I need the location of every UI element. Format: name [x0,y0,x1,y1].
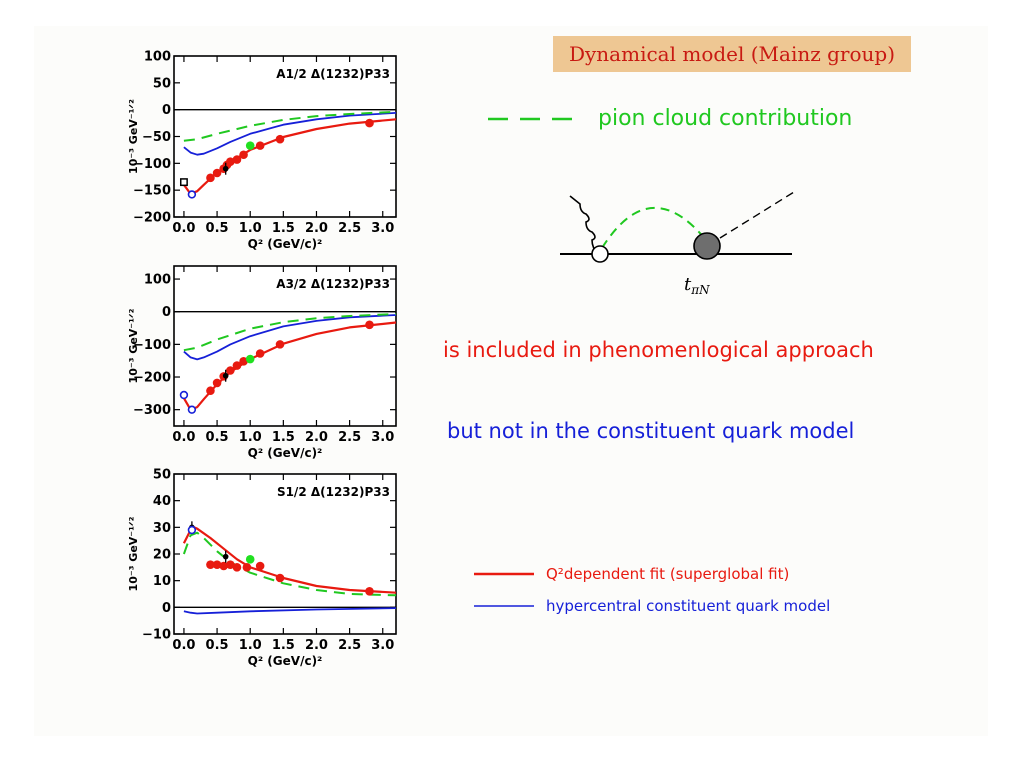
legend-cqm-label: hypercentral constituent quark model [546,597,831,615]
pion-cloud-arc [601,206,707,249]
legend-cqm: hypercentral constituent quark model [474,597,830,615]
slide-title: Dynamical model (Mainz group) [553,36,911,72]
cqm-note: but not in the constituent quark model [447,419,855,443]
pion-nucleon-vertex [693,232,721,260]
pion-dashed-line-icon [488,117,576,120]
blue-line-icon [474,605,534,607]
pion-cloud-legend: pion cloud contribution [488,106,852,131]
photon-vertex [591,245,609,263]
photon-wavy-line [569,195,599,255]
red-line-icon [474,572,534,576]
slide-background [34,26,988,736]
legend-fit-label: Q²dependent fit (superglobal fit) [546,565,790,583]
pion-cloud-label: pion cloud contribution [598,106,853,131]
legend-fit: Q²dependent fit (superglobal fit) [474,565,789,583]
outgoing-pion-line [719,191,795,239]
vertex-label: tπN [684,274,710,297]
phenom-note: is included in phenomenlogical approach [443,338,874,362]
feynman-diagram: tπN [560,191,795,297]
